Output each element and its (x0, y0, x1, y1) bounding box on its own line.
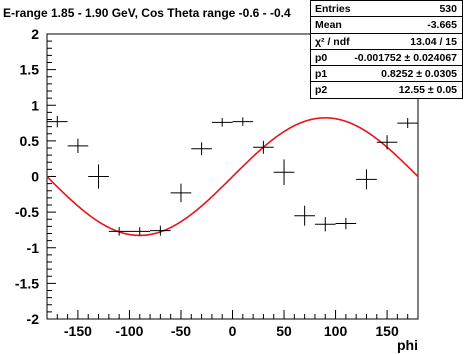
x-tick-label: 150 (375, 323, 399, 339)
stats-box: Entries 530 Mean -3.665 χ² / ndf 13.04 /… (310, 0, 463, 99)
data-point (170, 183, 192, 203)
tick-labels: -150 -100 -50 0 50 100 150 -2 -1.5 -1 -0.5 0 0.5 1 1.5… (15, 26, 418, 353)
stat-row-p1: p1 0.8252 ± 0.0305 (311, 66, 462, 83)
x-tick-label: -50 (171, 323, 191, 339)
y-tick-label: 2 (31, 26, 39, 42)
stat-row-mean: Mean -3.665 (311, 17, 462, 34)
y-tick-label: 1 (31, 97, 39, 113)
stat-label: p2 (315, 84, 328, 97)
stat-label: Mean (315, 19, 342, 32)
y-tick-label: -1 (27, 240, 40, 256)
data-point (253, 140, 274, 154)
y-tick-label: 0.5 (20, 133, 40, 149)
stat-value: 0.8252 ± 0.0305 (381, 68, 457, 81)
stat-label: Entries (315, 3, 351, 15)
data-point (47, 115, 68, 128)
data-point (376, 135, 398, 150)
data-point (211, 118, 233, 127)
stat-value: -3.665 (427, 19, 457, 32)
data-point (108, 227, 130, 236)
stat-label: χ² / ndf (315, 35, 350, 48)
data-point (356, 169, 377, 190)
x-tick-label: -150 (64, 323, 92, 339)
stat-value: -0.001752 ± 0.024067 (354, 51, 457, 64)
stat-row-p0: p0 -0.001752 ± 0.024067 (311, 50, 462, 67)
x-tick-label: 0 (229, 323, 237, 339)
y-tick-label: -2 (27, 311, 40, 327)
stat-value: 12.55 ± 0.05 (398, 84, 457, 97)
stat-value: 530 (439, 3, 457, 15)
data-point (150, 225, 171, 236)
stat-row-chi2: χ² / ndf 13.04 / 15 (311, 34, 462, 50)
data-point (232, 117, 254, 126)
data-point (314, 217, 336, 232)
data-point (397, 118, 418, 129)
x-tick-label: 50 (276, 323, 292, 339)
data-point (88, 164, 109, 189)
stat-value: 13.04 / 15 (410, 35, 457, 48)
data-point (294, 205, 315, 226)
x-axis-label: phi (397, 337, 418, 353)
x-tick-label: 100 (324, 323, 348, 339)
stat-row-p2: p2 12.55 ± 0.05 (311, 82, 462, 98)
data-point (191, 142, 212, 156)
data-point (335, 217, 357, 230)
data-points (47, 115, 418, 236)
stat-label: p1 (315, 68, 328, 81)
fit-curve (46, 117, 419, 237)
data-point (273, 159, 295, 186)
stat-row-entries: Entries 530 (311, 1, 462, 18)
y-tick-label: -0.5 (15, 204, 39, 220)
data-point (129, 227, 151, 236)
chart-title: E-range 1.85 - 1.90 GeV, Cos Theta range… (3, 6, 291, 20)
data-point (67, 138, 89, 153)
y-tick-label: 1.5 (20, 62, 40, 78)
y-tick-label: -1.5 (15, 275, 39, 291)
x-tick-label: -100 (115, 323, 143, 339)
y-tick-label: 0 (31, 169, 39, 185)
stat-label: p0 (315, 51, 328, 64)
fit-curve-group (46, 117, 419, 237)
